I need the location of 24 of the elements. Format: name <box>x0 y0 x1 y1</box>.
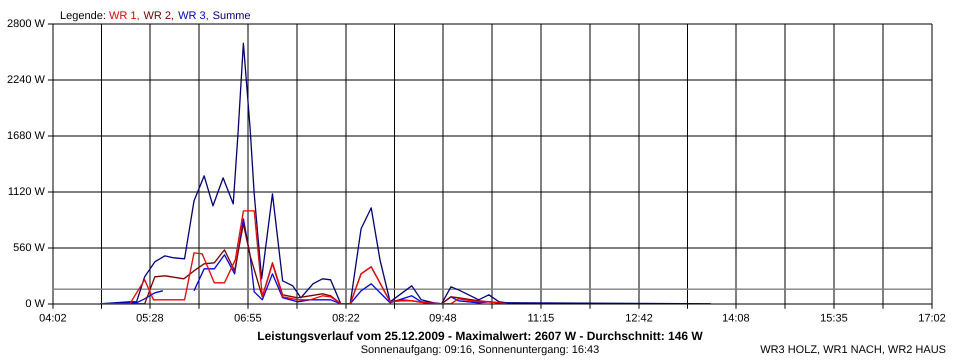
x-tick-label: 05:28 <box>136 312 164 324</box>
x-tick-label: 06:55 <box>234 312 262 324</box>
text: WR 1, <box>108 10 140 22</box>
x-tick-label: 09:48 <box>429 312 457 324</box>
x-tick-label: 14:08 <box>722 312 750 324</box>
text: WR 3, <box>178 10 209 22</box>
text: Summe <box>212 10 251 22</box>
x-tick-label: 12:42 <box>625 312 653 324</box>
y-tick-label: 560 W <box>13 242 46 254</box>
x-tick-label: 17:02 <box>918 312 946 324</box>
y-tick-label: 1120 W <box>8 186 46 198</box>
x-tick-label: 08:22 <box>332 312 360 324</box>
y-tick-label: 2800 W <box>6 18 46 30</box>
x-tick-label: 04:02 <box>39 312 67 324</box>
x-tick-label: 15:35 <box>820 312 848 324</box>
text: Leistungsverlauf vom 25.12.2009 - Maximalwert: 2607 W - Durchschnitt: 146 W <box>256 329 704 343</box>
y-tick-label: 0 W <box>25 298 46 310</box>
legend-title: Legende: <box>60 10 107 22</box>
x-tick-label: 11:15 <box>528 312 554 324</box>
y-tick-label: 1680 W <box>6 130 46 142</box>
y-tick-label: 2240 W <box>6 74 46 86</box>
text: WR3 HOLZ, WR1 NACH, WR2 HAUS <box>760 344 946 356</box>
text: WR 2, <box>144 10 174 22</box>
text: Sonnenaufgang: 09:16, Sonnenuntergang: 16:43 <box>360 344 600 356</box>
